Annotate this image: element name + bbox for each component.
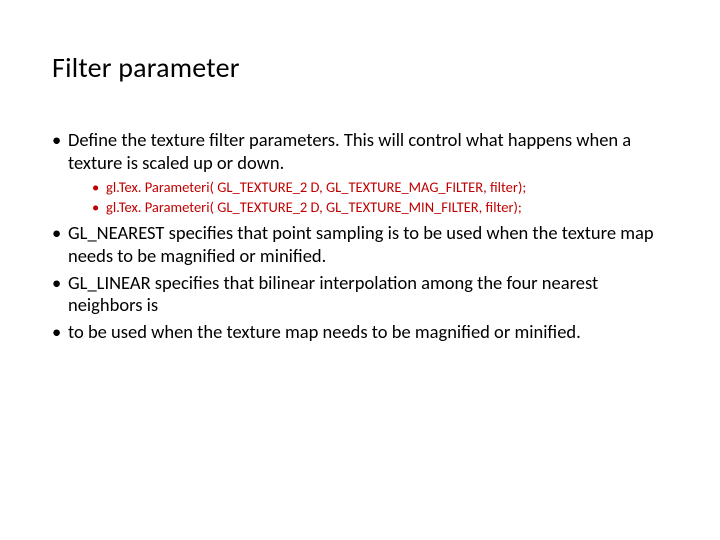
slide-body: Define the texture filter parameters. Th…: [52, 129, 672, 343]
bullet-level1: to be used when the texture map needs to…: [52, 321, 672, 344]
slide-title: Filter parameter: [52, 50, 672, 85]
sub-bullet-group: gl.Tex. Parameteri( GL_TEXTURE_2 D, GL_T…: [52, 178, 672, 216]
bullet-level1: GL_LINEAR specifies that bilinear interp…: [52, 272, 672, 317]
slide: Filter parameter Define the texture filt…: [0, 0, 720, 540]
bullet-level1: GL_NEAREST specifies that point sampling…: [52, 222, 672, 267]
bullet-level2: gl.Tex. Parameteri( GL_TEXTURE_2 D, GL_T…: [68, 178, 672, 196]
bullet-level2: gl.Tex. Parameteri( GL_TEXTURE_2 D, GL_T…: [68, 198, 672, 216]
bullet-level1: Define the texture filter parameters. Th…: [52, 129, 672, 174]
